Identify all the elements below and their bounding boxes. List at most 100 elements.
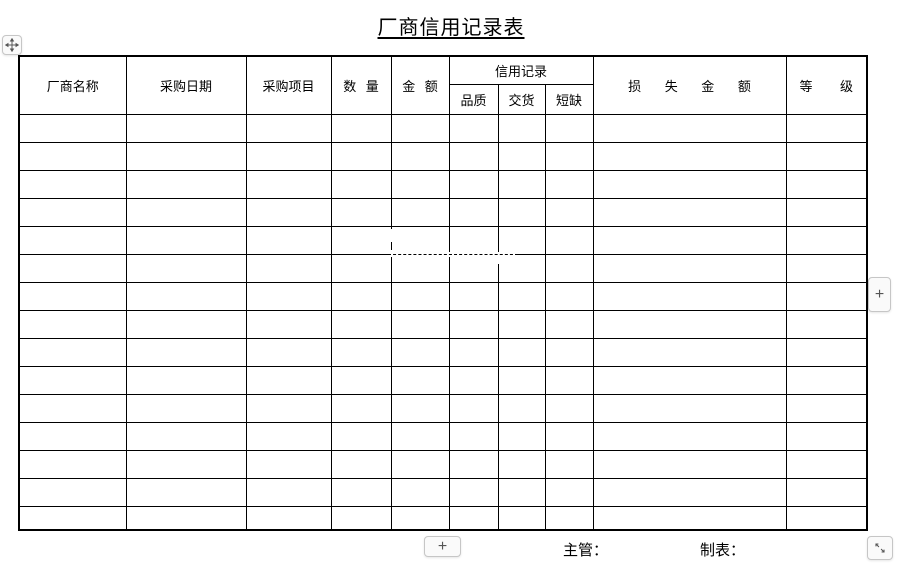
table-cell[interactable] [785, 226, 868, 255]
table-cell[interactable] [785, 310, 868, 339]
table-cell[interactable] [544, 282, 594, 311]
table-cell[interactable] [592, 310, 787, 339]
table-cell[interactable] [18, 366, 127, 395]
table-cell[interactable] [497, 478, 546, 507]
table-cell[interactable] [125, 478, 247, 507]
table-cell[interactable] [497, 394, 546, 423]
table-cell[interactable] [390, 254, 450, 283]
table-cell[interactable] [592, 142, 787, 171]
table-cell[interactable] [448, 422, 499, 451]
table-cell[interactable] [592, 450, 787, 479]
table-cell[interactable] [497, 170, 546, 199]
table-cell[interactable] [592, 198, 787, 227]
table-cell[interactable] [448, 254, 499, 283]
table-cell[interactable] [785, 478, 868, 507]
table-cell[interactable] [592, 282, 787, 311]
table-cell[interactable] [245, 226, 332, 255]
table-cell[interactable] [448, 282, 499, 311]
table-cell[interactable] [245, 450, 332, 479]
table-cell[interactable] [390, 170, 450, 199]
table-cell[interactable] [18, 450, 127, 479]
header-quantity[interactable]: 数 量 [330, 55, 392, 115]
header-purchase-date[interactable]: 采购日期 [125, 55, 247, 115]
table-cell[interactable] [330, 506, 392, 531]
table-cell[interactable] [125, 254, 247, 283]
table-cell[interactable] [330, 226, 392, 255]
table-cell[interactable] [785, 198, 868, 227]
table-cell[interactable] [390, 310, 450, 339]
table-cell[interactable] [497, 450, 546, 479]
table-cell[interactable] [245, 254, 332, 283]
table-cell[interactable] [330, 170, 392, 199]
table-cell[interactable] [544, 366, 594, 395]
table-cell[interactable] [592, 506, 787, 531]
table-cell[interactable] [125, 366, 247, 395]
table-cell[interactable] [448, 506, 499, 531]
table-cell[interactable] [592, 422, 787, 451]
table-cell[interactable] [18, 226, 127, 255]
table-cell[interactable] [245, 282, 332, 311]
table-cell[interactable] [245, 198, 332, 227]
header-grade[interactable]: 等 级 [785, 55, 868, 115]
page-title[interactable]: 厂商信用记录表 [377, 17, 525, 39]
table-cell[interactable] [245, 394, 332, 423]
table-cell[interactable] [592, 478, 787, 507]
table-cell[interactable] [330, 450, 392, 479]
table-cell[interactable] [125, 394, 247, 423]
table-cell[interactable] [18, 422, 127, 451]
table-cell[interactable] [497, 114, 546, 143]
table-cell[interactable] [18, 478, 127, 507]
table-cell[interactable] [785, 114, 868, 143]
table-cell[interactable] [448, 198, 499, 227]
preparer-label[interactable]: 制表： [700, 542, 746, 559]
table-cell[interactable] [125, 506, 247, 531]
table-cell[interactable] [497, 142, 546, 171]
table-move-handle[interactable] [2, 35, 22, 55]
table-cell[interactable] [245, 170, 332, 199]
table-cell[interactable] [330, 198, 392, 227]
table-cell[interactable] [390, 142, 450, 171]
table-cell[interactable] [18, 310, 127, 339]
table-cell[interactable] [330, 394, 392, 423]
table-cell[interactable] [544, 170, 594, 199]
table-cell[interactable] [125, 142, 247, 171]
table-cell[interactable] [245, 338, 332, 367]
table-cell[interactable] [125, 422, 247, 451]
table-cell[interactable] [785, 338, 868, 367]
table-cell[interactable] [18, 170, 127, 199]
header-credit-record-group[interactable]: 信用记录 [448, 55, 594, 85]
table-cell[interactable] [330, 310, 392, 339]
header-credit-quality[interactable]: 品质 [448, 84, 499, 115]
table-cell[interactable] [544, 478, 594, 507]
table-cell[interactable] [544, 394, 594, 423]
table-cell[interactable] [245, 310, 332, 339]
table-cell[interactable] [592, 366, 787, 395]
table-cell[interactable] [390, 366, 450, 395]
table-cell[interactable] [390, 226, 450, 255]
table-cell[interactable] [448, 310, 499, 339]
table-cell[interactable] [390, 422, 450, 451]
table-cell[interactable] [544, 310, 594, 339]
table-cell[interactable] [497, 282, 546, 311]
table-cell[interactable] [544, 338, 594, 367]
supervisor-label[interactable]: 主管： [563, 542, 609, 559]
table-cell[interactable] [448, 114, 499, 143]
add-row-button[interactable]: + [424, 536, 461, 557]
table-cell[interactable] [330, 114, 392, 143]
table-cell[interactable] [448, 338, 499, 367]
table-cell[interactable] [785, 394, 868, 423]
table-cell[interactable] [785, 282, 868, 311]
table-cell[interactable] [785, 450, 868, 479]
table-cell[interactable] [592, 338, 787, 367]
table-cell[interactable] [390, 506, 450, 531]
table-cell[interactable] [497, 226, 546, 255]
table-cell[interactable] [245, 142, 332, 171]
table-cell[interactable] [245, 366, 332, 395]
table-cell[interactable] [497, 198, 546, 227]
table-cell[interactable] [544, 198, 594, 227]
table-cell[interactable] [245, 422, 332, 451]
table-cell[interactable] [592, 254, 787, 283]
header-credit-shortage[interactable]: 短缺 [544, 84, 594, 115]
table-cell[interactable] [330, 478, 392, 507]
table-cell[interactable] [497, 254, 546, 283]
